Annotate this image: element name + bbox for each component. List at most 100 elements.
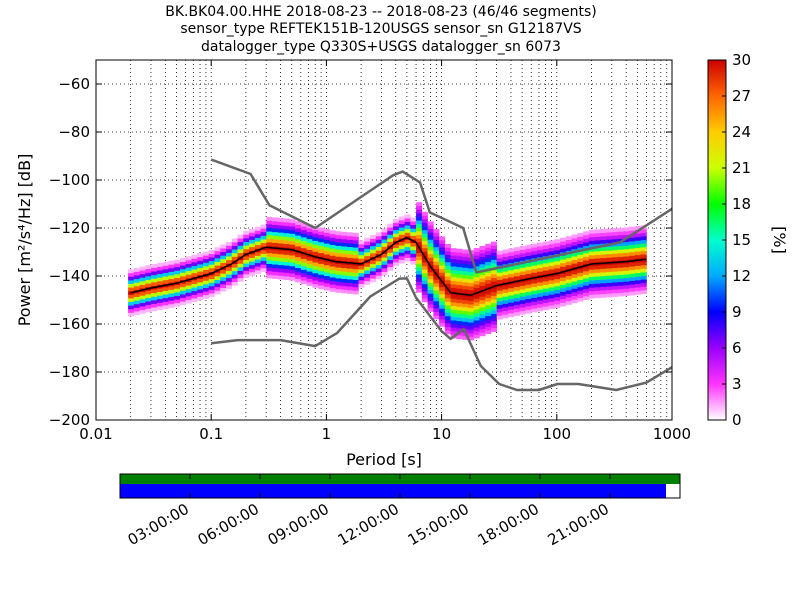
density-cell <box>156 302 163 307</box>
density-cell <box>387 227 394 232</box>
density-cell <box>473 294 480 299</box>
density-cell <box>174 292 181 296</box>
density-cell <box>393 247 400 252</box>
density-cell <box>439 272 446 277</box>
density-cell <box>323 286 330 291</box>
density-cell <box>502 274 509 279</box>
density-cell <box>197 264 204 268</box>
density-cell <box>416 227 423 232</box>
density-cell <box>202 280 210 285</box>
density-cell <box>295 260 302 265</box>
density-cell <box>358 272 365 277</box>
density-cell <box>554 242 561 247</box>
density-cell <box>421 258 428 263</box>
density-cell <box>502 285 509 290</box>
density-cell <box>133 311 140 316</box>
density-cell <box>139 270 146 275</box>
density-cell <box>266 267 273 272</box>
density-cell <box>513 265 521 270</box>
density-cell <box>554 257 561 262</box>
density-cell <box>577 232 584 237</box>
density-cell <box>335 256 342 261</box>
density-cell <box>266 242 273 246</box>
density-cell <box>145 283 152 288</box>
density-cell <box>335 245 342 250</box>
density-cell <box>588 254 595 259</box>
density-cell <box>565 286 572 291</box>
density-cell <box>398 259 405 264</box>
density-cell <box>398 248 405 253</box>
density-cell <box>174 270 181 275</box>
density-cell <box>571 263 578 268</box>
density-cell <box>243 230 250 235</box>
density-cell <box>300 244 307 249</box>
density-cell <box>450 287 457 292</box>
density-cell <box>410 242 417 247</box>
density-cell <box>335 270 342 275</box>
density-cell <box>467 304 474 309</box>
density-cell <box>485 254 492 259</box>
density-cell <box>479 328 486 333</box>
density-cell <box>640 232 647 237</box>
density-cell <box>571 274 578 279</box>
density-cell <box>266 274 273 279</box>
density-cell <box>554 239 561 244</box>
density-cell <box>611 253 618 258</box>
density-cell <box>346 250 354 255</box>
density-cell <box>427 271 434 276</box>
density-cell <box>629 287 636 292</box>
density-cell <box>404 243 411 248</box>
density-cell <box>462 307 469 311</box>
density-cell <box>289 265 296 270</box>
density-cell <box>393 222 400 227</box>
density-cell <box>479 274 486 279</box>
density-cell <box>473 330 480 335</box>
density-cell <box>496 304 503 309</box>
density-cell <box>179 272 187 277</box>
density-cell <box>467 257 474 262</box>
density-cell <box>421 280 428 285</box>
density-cell <box>450 294 457 299</box>
density-cell <box>335 274 342 279</box>
density-cell <box>370 271 377 275</box>
density-cell <box>174 288 181 293</box>
density-cell <box>226 249 233 253</box>
density-cell <box>439 312 446 316</box>
density-cell <box>554 260 561 265</box>
density-cell <box>542 259 549 264</box>
density-cell <box>490 299 498 304</box>
density-cell <box>381 271 388 276</box>
density-cell <box>352 232 359 237</box>
density-cell <box>421 222 428 227</box>
density-cell <box>433 304 440 309</box>
density-cell <box>306 231 313 236</box>
density-cell <box>560 241 567 246</box>
density-cell <box>318 270 325 275</box>
density-cell <box>485 283 492 288</box>
density-cell <box>249 232 256 237</box>
density-cell <box>444 312 451 317</box>
density-cell <box>629 226 636 231</box>
density-cell <box>508 302 515 307</box>
density-cell <box>479 296 486 301</box>
density-cell <box>174 259 181 264</box>
density-cell <box>398 245 405 250</box>
density-cell <box>341 264 348 269</box>
plot-frame <box>95 59 673 421</box>
x-tick-label: 0.1 <box>199 425 223 443</box>
density-cell <box>600 254 607 259</box>
density-cell <box>323 272 330 277</box>
x-tick-label: 10 <box>432 425 451 443</box>
density-cell <box>548 265 555 270</box>
density-cell <box>548 258 555 263</box>
y-tick-label: −140 <box>49 267 90 285</box>
density-cell <box>318 263 325 268</box>
density-cell <box>289 233 296 238</box>
density-cell <box>462 321 469 326</box>
density-cell <box>151 278 158 283</box>
density-cell <box>623 245 630 250</box>
density-cell <box>525 266 532 271</box>
density-cell <box>623 270 630 275</box>
density-cell <box>496 315 503 320</box>
density-cell <box>519 289 526 294</box>
